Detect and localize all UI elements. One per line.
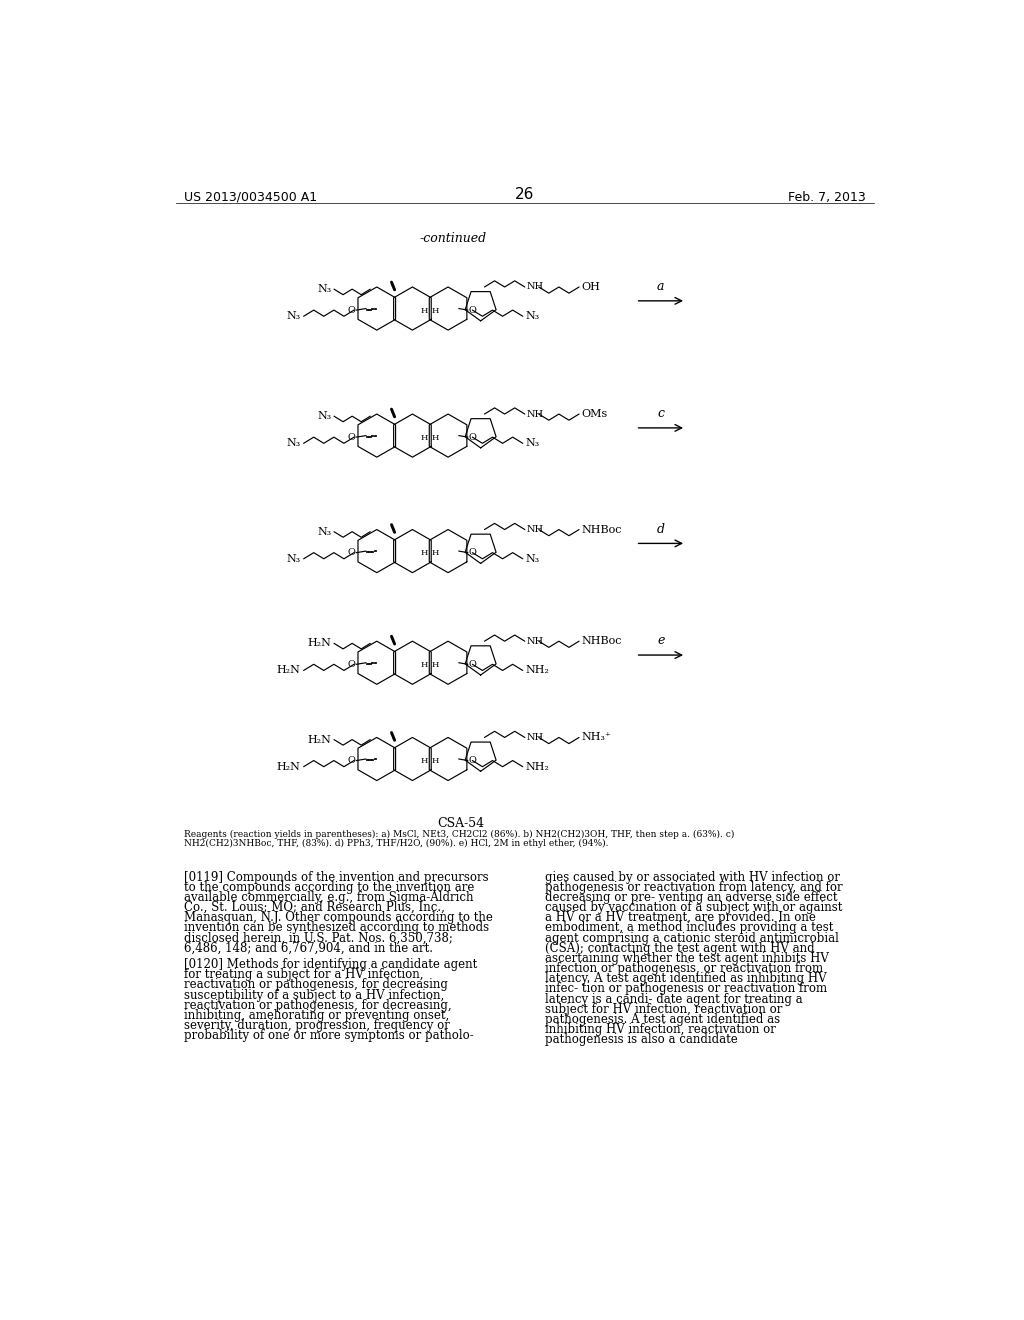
Text: Reagents (reaction yields in parentheses): a) MsCl, NEt3, CH2Cl2 (86%). b) NH2(C: Reagents (reaction yields in parentheses…: [183, 830, 734, 840]
Text: available commercially, e.g., from Sigma-Aldrich: available commercially, e.g., from Sigma…: [183, 891, 473, 904]
Text: gies caused by or associated with HV infection or: gies caused by or associated with HV inf…: [545, 871, 840, 883]
Text: pathogenesis is also a candidate: pathogenesis is also a candidate: [545, 1034, 737, 1047]
Text: agent comprising a cationic steroid antimicrobial: agent comprising a cationic steroid anti…: [545, 932, 839, 945]
Text: H: H: [432, 434, 439, 442]
Text: Feb. 7, 2013: Feb. 7, 2013: [788, 191, 866, 203]
Text: inhibiting, ameliorating or preventing onset,: inhibiting, ameliorating or preventing o…: [183, 1008, 450, 1022]
Text: subject for HV infection, reactivation or: subject for HV infection, reactivation o…: [545, 1003, 782, 1016]
Text: O: O: [348, 756, 355, 766]
Text: [0120] Methods for identifying a candidate agent: [0120] Methods for identifying a candida…: [183, 958, 477, 972]
Text: inhibiting HV infection, reactivation or: inhibiting HV infection, reactivation or: [545, 1023, 776, 1036]
Text: N₃: N₃: [287, 438, 301, 449]
Text: for treating a subject for a HV infection,: for treating a subject for a HV infectio…: [183, 969, 423, 981]
Text: infection or pathogenesis, or reactivation from: infection or pathogenesis, or reactivati…: [545, 962, 823, 975]
Text: a: a: [657, 280, 665, 293]
Text: H: H: [421, 549, 428, 557]
Text: N₃: N₃: [287, 312, 301, 321]
Text: c: c: [657, 407, 665, 420]
Text: O: O: [469, 548, 476, 557]
Text: O: O: [348, 433, 355, 442]
Text: 6,486, 148; and 6,767,904, and in the art.: 6,486, 148; and 6,767,904, and in the ar…: [183, 941, 433, 954]
Text: 26: 26: [515, 187, 535, 202]
Text: NH: NH: [526, 525, 544, 535]
Text: Manasquan, N.J. Other compounds according to the: Manasquan, N.J. Other compounds accordin…: [183, 911, 493, 924]
Text: O: O: [348, 548, 355, 557]
Text: NH₂: NH₂: [525, 762, 549, 772]
Text: decreasing or pre- venting an adverse side effect: decreasing or pre- venting an adverse si…: [545, 891, 838, 904]
Text: US 2013/0034500 A1: US 2013/0034500 A1: [183, 191, 316, 203]
Text: H: H: [421, 661, 428, 669]
Text: latency. A test agent identified as inhibiting HV: latency. A test agent identified as inhi…: [545, 973, 826, 985]
Text: N₃: N₃: [317, 284, 332, 294]
Text: reactivation or pathogenesis, for decreasing,: reactivation or pathogenesis, for decrea…: [183, 999, 452, 1011]
Text: NH: NH: [526, 282, 544, 292]
Text: H₂N: H₂N: [308, 735, 332, 744]
Text: reactivation or pathogenesis, for decreasing: reactivation or pathogenesis, for decrea…: [183, 978, 447, 991]
Text: N₃: N₃: [525, 312, 540, 321]
Text: severity, duration, progression, frequency or: severity, duration, progression, frequen…: [183, 1019, 450, 1032]
Text: N₃: N₃: [525, 438, 540, 449]
Text: a HV or a HV treatment, are provided. In one: a HV or a HV treatment, are provided. In…: [545, 911, 816, 924]
Text: to the compounds according to the invention are: to the compounds according to the invent…: [183, 880, 474, 894]
Text: O: O: [348, 660, 355, 669]
Text: NH₃⁺: NH₃⁺: [582, 733, 611, 742]
Text: NH: NH: [526, 636, 544, 645]
Text: H: H: [421, 758, 428, 766]
Text: NH₂: NH₂: [525, 665, 549, 676]
Text: susceptibility of a subject to a HV infection,: susceptibility of a subject to a HV infe…: [183, 989, 444, 1002]
Text: embodiment, a method includes providing a test: embodiment, a method includes providing …: [545, 921, 834, 935]
Text: N₃: N₃: [317, 527, 332, 537]
Text: H: H: [432, 661, 439, 669]
Text: invention can be synthesized according to methods: invention can be synthesized according t…: [183, 921, 488, 935]
Text: -continued: -continued: [420, 231, 487, 244]
Text: caused by vaccination of a subject with or against: caused by vaccination of a subject with …: [545, 902, 843, 915]
Text: H₂N: H₂N: [308, 639, 332, 648]
Text: NH: NH: [526, 409, 544, 418]
Text: N₃: N₃: [287, 554, 301, 564]
Text: NH: NH: [526, 733, 544, 742]
Text: [0119] Compounds of the invention and precursors: [0119] Compounds of the invention and pr…: [183, 871, 488, 883]
Text: pathogenesis. A test agent identified as: pathogenesis. A test agent identified as: [545, 1012, 780, 1026]
Text: N₃: N₃: [525, 554, 540, 564]
Text: disclosed herein, in U.S. Pat. Nos. 6,350,738;: disclosed herein, in U.S. Pat. Nos. 6,35…: [183, 932, 453, 945]
Text: O: O: [348, 306, 355, 314]
Text: NHBoc: NHBoc: [582, 636, 622, 647]
Text: CSA-54: CSA-54: [437, 817, 484, 830]
Text: OMs: OMs: [582, 409, 607, 418]
Text: H: H: [432, 758, 439, 766]
Text: (CSA); contacting the test agent with HV and: (CSA); contacting the test agent with HV…: [545, 941, 814, 954]
Text: NH2(CH2)3NHBoc, THF, (83%). d) PPh3, THF/H2O, (90%). e) HCl, 2M in ethyl ether, : NH2(CH2)3NHBoc, THF, (83%). d) PPh3, THF…: [183, 840, 608, 849]
Text: H: H: [421, 306, 428, 315]
Text: d: d: [656, 523, 665, 536]
Text: H₂N: H₂N: [276, 762, 301, 772]
Text: O: O: [469, 433, 476, 442]
Text: H: H: [421, 434, 428, 442]
Text: H₂N: H₂N: [276, 665, 301, 676]
Text: infec- tion or pathogenesis or reactivation from: infec- tion or pathogenesis or reactivat…: [545, 982, 827, 995]
Text: O: O: [469, 660, 476, 669]
Text: H: H: [432, 306, 439, 315]
Text: pathogenesis or reactivation from latency, and for: pathogenesis or reactivation from latenc…: [545, 880, 843, 894]
Text: N₃: N₃: [317, 412, 332, 421]
Text: H: H: [432, 549, 439, 557]
Text: e: e: [657, 635, 665, 647]
Text: NHBoc: NHBoc: [582, 524, 622, 535]
Text: OH: OH: [582, 282, 600, 292]
Text: O: O: [469, 306, 476, 314]
Text: Co., St. Louis; MO; and Research Plus, Inc.,: Co., St. Louis; MO; and Research Plus, I…: [183, 902, 444, 915]
Text: O: O: [469, 756, 476, 766]
Text: probability of one or more symptoms or patholo-: probability of one or more symptoms or p…: [183, 1030, 473, 1043]
Text: latency is a candi- date agent for treating a: latency is a candi- date agent for treat…: [545, 993, 803, 1006]
Text: ascertaining whether the test agent inhibits HV: ascertaining whether the test agent inhi…: [545, 952, 828, 965]
